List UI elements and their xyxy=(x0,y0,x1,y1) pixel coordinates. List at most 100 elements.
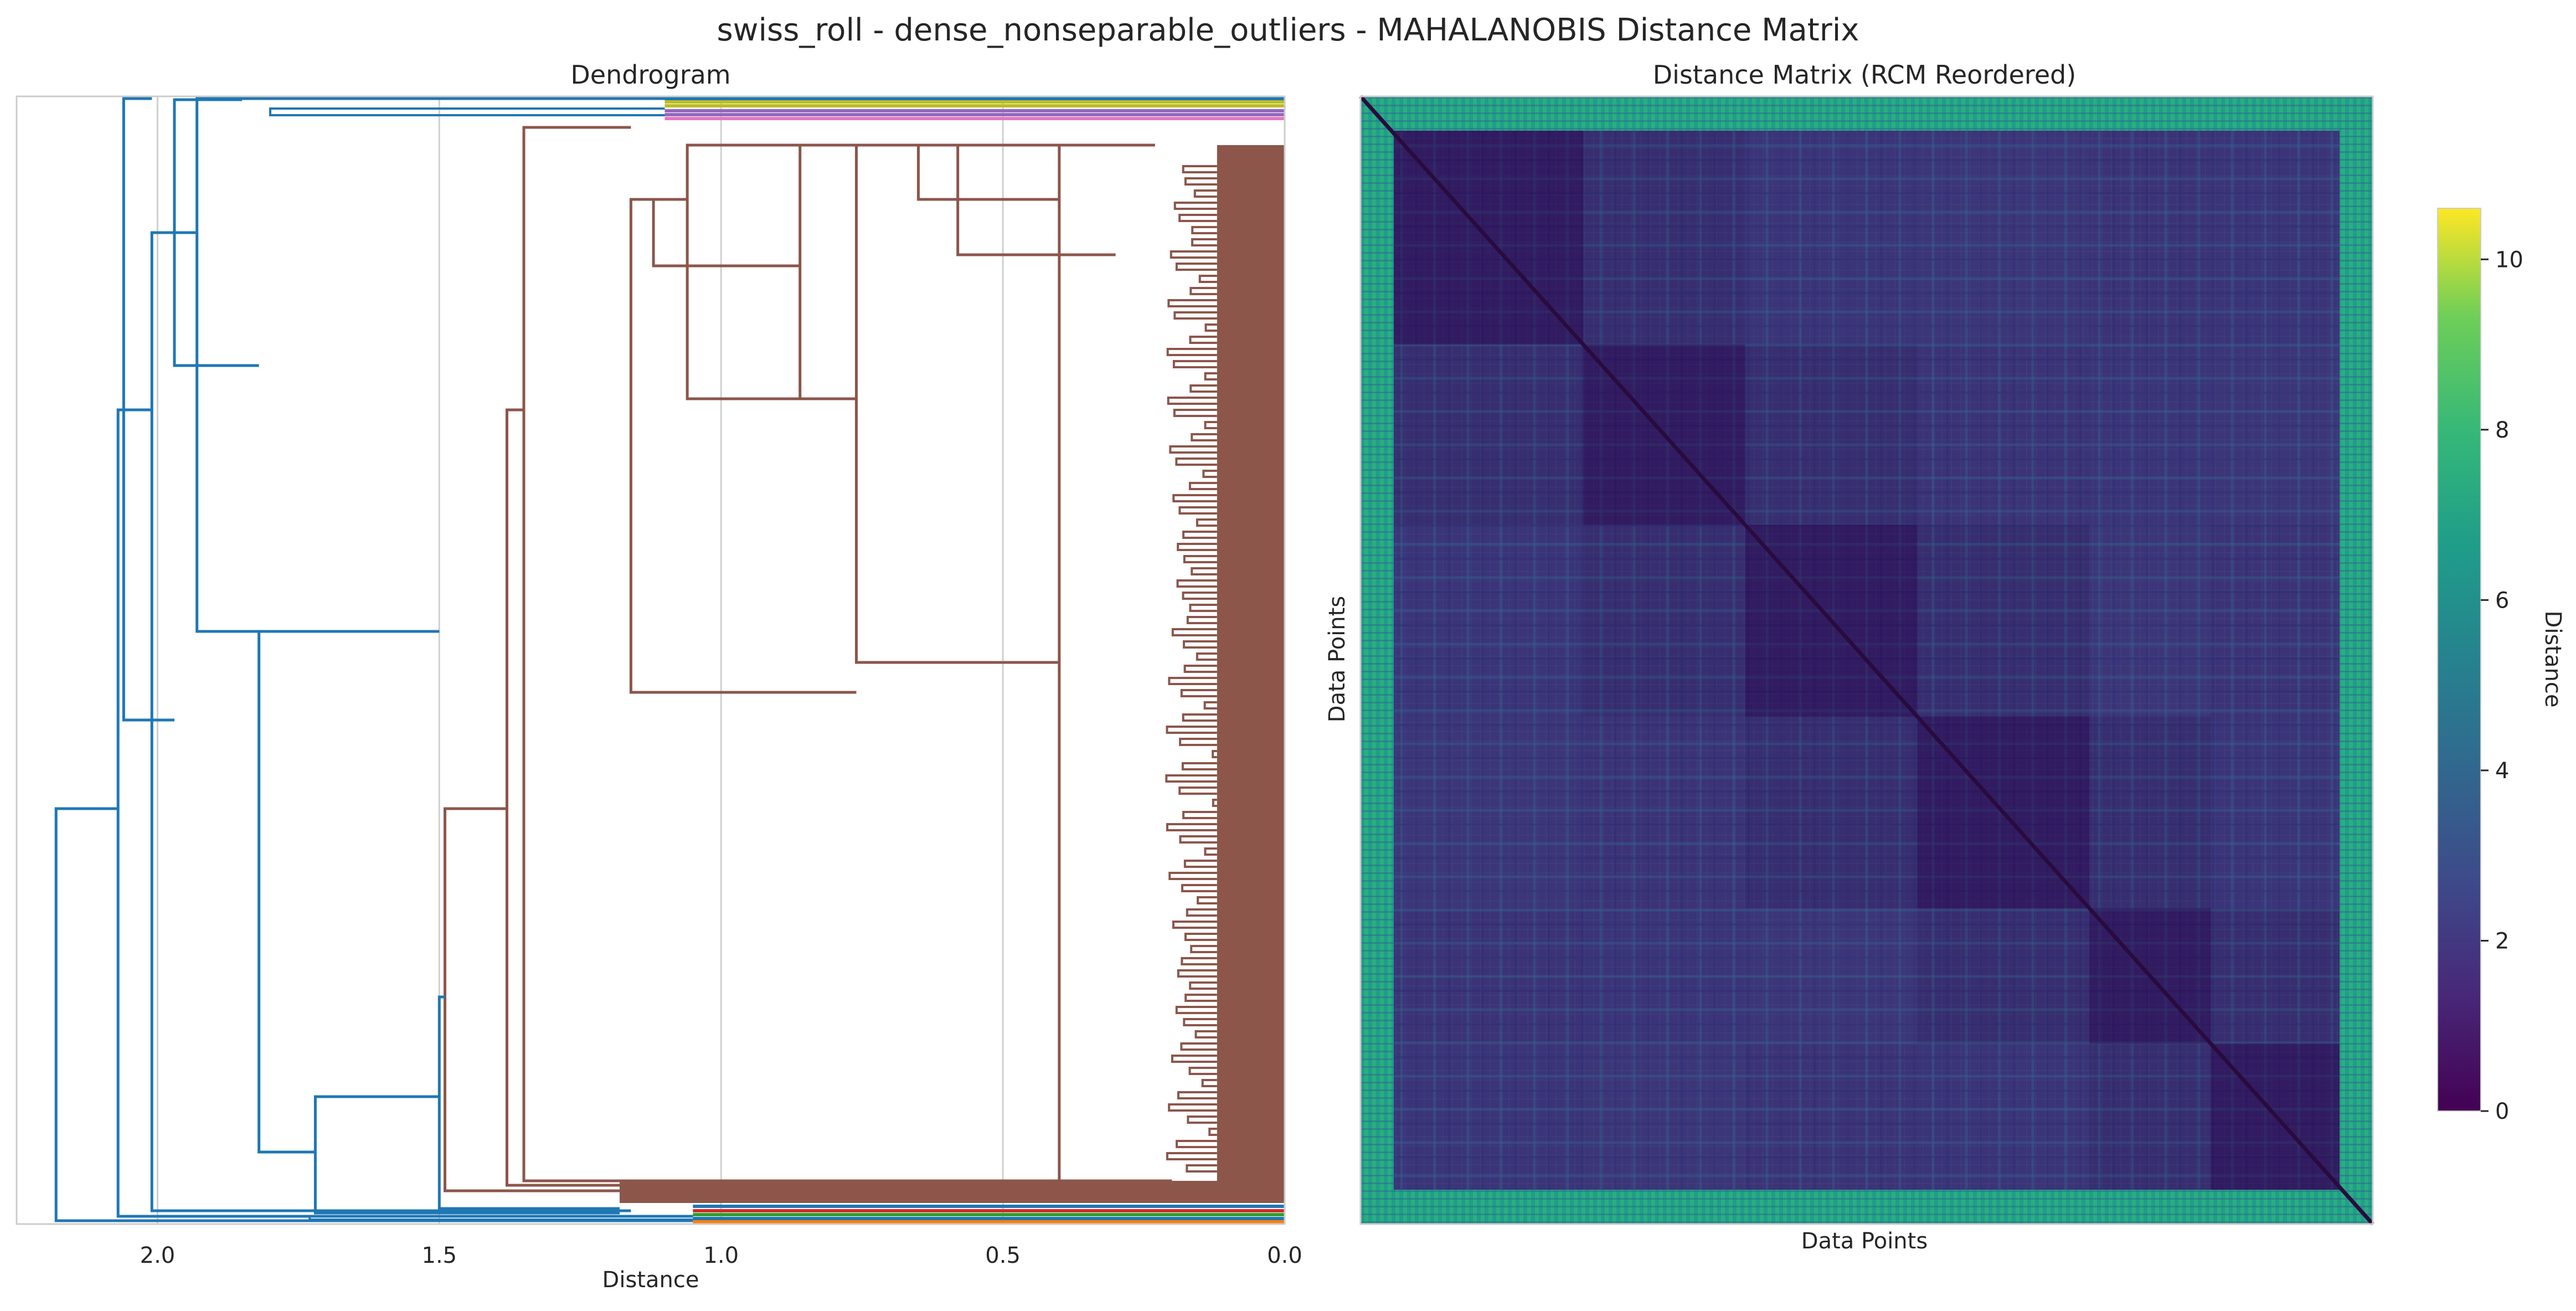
dendrogram-link xyxy=(1178,786,1217,795)
matrix-block xyxy=(2211,716,2343,908)
dendrogram-link xyxy=(1203,701,1217,710)
dendrogram-link xyxy=(1188,482,1217,490)
dendrogram-link xyxy=(1194,1030,1217,1038)
dendrogram-title: Dendrogram xyxy=(570,60,731,90)
dendrogram-link xyxy=(1166,823,1217,831)
dendrogram-link xyxy=(1172,494,1217,502)
dendrogram-link xyxy=(1168,872,1217,880)
dendrogram-link xyxy=(1188,1067,1217,1075)
dendrogram-x-tick-label: 2.0 xyxy=(140,1243,176,1268)
dendrogram-link xyxy=(308,1215,693,1221)
matrix-block xyxy=(1917,525,2090,717)
dendrogram-link xyxy=(1179,835,1217,844)
dendrogram-link xyxy=(1204,323,1217,332)
dendrogram-link xyxy=(1182,165,1217,173)
dendrogram-link xyxy=(1212,750,1217,758)
dendrogram-link xyxy=(1184,177,1217,186)
matrix-block xyxy=(1390,716,1584,908)
dendrogram-link xyxy=(1186,616,1217,624)
dendrogram-link xyxy=(1191,238,1217,246)
dendrogram-link xyxy=(1184,933,1217,941)
dendrogram-link xyxy=(1168,1103,1217,1112)
dendrogram-link xyxy=(1175,1006,1217,1014)
dendrogram-link xyxy=(1166,1152,1217,1160)
matrix-axes-frame xyxy=(1359,95,2374,1225)
matrix-block xyxy=(2089,525,2211,717)
dendrogram-link xyxy=(1191,567,1217,575)
dendrogram-link xyxy=(1167,397,1217,405)
dendrogram-link xyxy=(1189,981,1217,990)
dendrogram-link xyxy=(1183,640,1217,649)
colorbar-tick-label: 0 xyxy=(2495,1099,2509,1124)
matrix-block xyxy=(1390,1043,1584,1190)
matrix-cluster-blocks xyxy=(1361,96,2373,1224)
dendrogram-link xyxy=(1180,1042,1217,1051)
figure-title: swiss_roll - dense_nonseparable_outliers… xyxy=(717,12,1859,48)
dendrogram-link xyxy=(1181,884,1217,892)
dendrogram-link xyxy=(1176,1140,1217,1148)
dendrogram-link xyxy=(1172,921,1217,929)
dendrogram-link xyxy=(1183,555,1217,563)
dendrogram-link xyxy=(1058,143,1172,1183)
dendrogram-link xyxy=(1183,665,1217,673)
matrix-block xyxy=(2089,1043,2211,1190)
dendrogram-link xyxy=(1196,518,1217,527)
dendrogram-link xyxy=(1201,1079,1217,1087)
dendrogram-x-tick-label: 0.0 xyxy=(1267,1243,1302,1268)
dendrogram-link xyxy=(1189,384,1217,393)
matrix-block xyxy=(2211,130,2343,345)
dendrogram-link xyxy=(313,1095,620,1215)
dendrogram-link xyxy=(1190,945,1217,953)
matrix-block xyxy=(1745,716,1918,908)
dendrogram-link xyxy=(1180,689,1217,697)
matrix-block xyxy=(2089,344,2211,525)
dendrogram-link xyxy=(1171,628,1217,636)
matrix-block xyxy=(1745,908,1918,1044)
dendrogram-link xyxy=(1179,738,1217,746)
dendrogram-link xyxy=(1175,457,1217,466)
dendrogram-link xyxy=(1189,336,1217,344)
dendrogram-link xyxy=(1182,811,1217,819)
dendrogram-link xyxy=(1173,409,1217,417)
dendrogram-link xyxy=(798,143,919,400)
dendrogram-link xyxy=(1172,360,1217,368)
dendrogram-link xyxy=(1176,579,1217,588)
matrix-block xyxy=(2211,344,2343,525)
matrix-block xyxy=(1745,1043,1918,1190)
dendrogram-link xyxy=(1177,543,1217,551)
dendrogram-link xyxy=(1191,226,1217,234)
dendrogram-link xyxy=(1212,799,1217,807)
dendrogram-link xyxy=(437,995,620,1210)
dendrogram-link xyxy=(1168,677,1217,685)
dendrogram-link xyxy=(505,408,626,1187)
matrix-block xyxy=(1583,130,1745,345)
matrix-block xyxy=(2089,130,2211,345)
matrix-block xyxy=(1583,525,1745,717)
dendrogram-link xyxy=(1171,1055,1217,1063)
dendrogram-link xyxy=(916,143,1059,201)
matrix-x-axis-label: Data Points xyxy=(1801,1228,1928,1254)
dendrogram-link xyxy=(1186,1164,1217,1173)
matrix-block xyxy=(1583,908,1745,1044)
dendrogram-link xyxy=(1183,1018,1217,1026)
matrix-block xyxy=(1745,344,1918,525)
dendrogram-link xyxy=(1169,250,1217,259)
colorbar-tick-label: 2 xyxy=(2495,928,2509,954)
dendrogram-lower-cluster-leaves xyxy=(620,1181,1285,1203)
dendrogram-link xyxy=(1178,506,1217,515)
dendrogram-link xyxy=(1204,847,1217,856)
dendrogram-link xyxy=(1189,604,1217,612)
dendrogram-link xyxy=(1191,433,1217,441)
dendrogram-link xyxy=(1196,652,1217,661)
dendrogram-link xyxy=(1166,348,1217,356)
dendrogram-link xyxy=(686,143,800,400)
matrix-block xyxy=(1390,908,1584,1044)
dendrogram-link xyxy=(1204,372,1217,381)
dendrogram-link xyxy=(1173,311,1217,320)
colorbar-tick-label: 10 xyxy=(2495,247,2523,273)
dendrogram-link xyxy=(1182,531,1217,539)
dendrogram-x-axis-label: Distance xyxy=(602,1267,699,1293)
dendrogram-link xyxy=(150,231,631,1212)
matrix-block xyxy=(1390,525,1584,717)
